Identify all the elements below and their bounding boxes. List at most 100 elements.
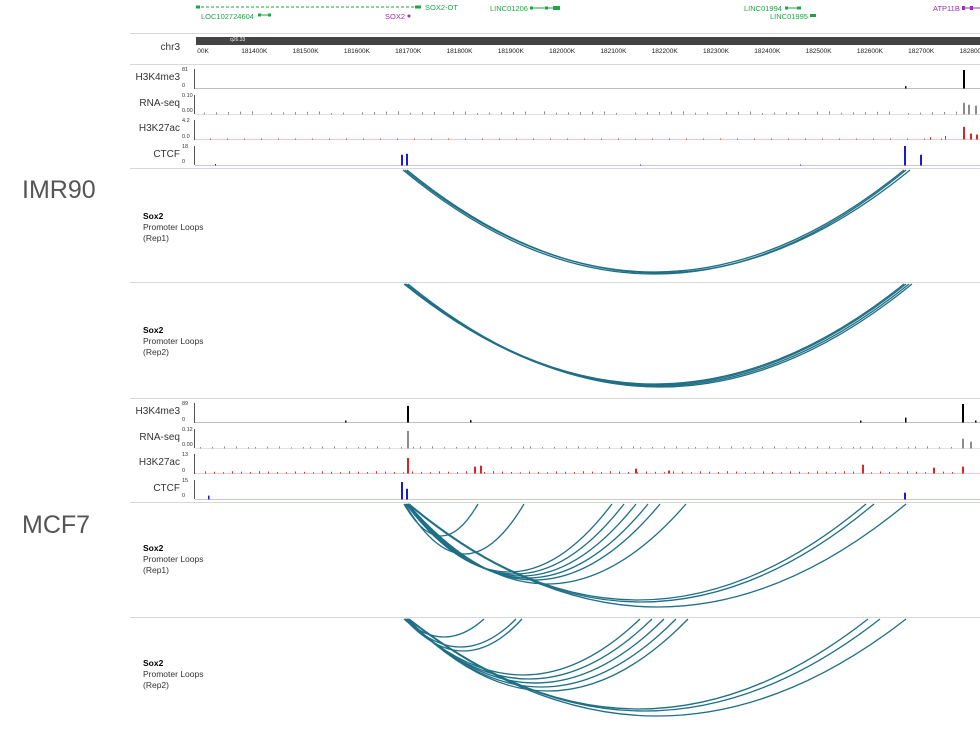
- signal-peak: [727, 471, 728, 474]
- signal-peak: [585, 446, 586, 448]
- signal-peak: [826, 471, 827, 474]
- loop-line2: (Rep1): [143, 565, 169, 575]
- signal-peak: [542, 446, 543, 448]
- signal-peak: [788, 138, 789, 140]
- signal-peak: [389, 446, 390, 448]
- signal-peak: [798, 446, 799, 448]
- signal-peak: [877, 111, 878, 114]
- signal-peak: [952, 472, 953, 474]
- signal-peak: [214, 471, 215, 474]
- track-scale-min: 0: [182, 159, 186, 165]
- signal-peak: [862, 464, 864, 474]
- signal-peak: [271, 112, 272, 114]
- loop-panel-label-mcf7-rep1: Sox2 Promoter Loops (Rep1): [143, 543, 203, 576]
- signal-peak: [945, 135, 946, 140]
- signal-peak: [556, 471, 557, 474]
- band-label: q26.33: [230, 37, 246, 43]
- signal-peak: [216, 111, 217, 114]
- signal-peak: [241, 471, 242, 474]
- signal-peak: [448, 471, 449, 474]
- signal-peak: [682, 471, 683, 474]
- gene-atp11b[interactable]: ATP11B: [933, 4, 960, 13]
- signal-peak: [736, 471, 737, 474]
- signal-h3k4me3: [195, 69, 980, 89]
- gene-linc01995[interactable]: LINC01995: [770, 12, 808, 21]
- divider: [130, 617, 980, 618]
- track-scale-max: 81: [182, 67, 189, 73]
- track-scale-min: 0.00: [182, 442, 193, 448]
- signal-peak: [277, 471, 278, 474]
- signal-peak: [477, 112, 478, 114]
- signal-peak: [839, 138, 840, 140]
- signal-peak: [781, 472, 782, 474]
- signal-peak: [363, 138, 364, 140]
- signal-peak: [457, 472, 458, 474]
- signal-peak: [583, 471, 584, 474]
- signal-peak: [205, 471, 206, 474]
- signal-peak: [533, 138, 534, 140]
- track-axis: [194, 69, 195, 89]
- signal-peak: [671, 111, 672, 114]
- signal-peak: [822, 138, 823, 140]
- signal-peak: [567, 138, 568, 140]
- gene-loc102724604[interactable]: LOC102724604: [201, 12, 254, 21]
- signal-peak: [771, 138, 772, 140]
- signal-peak: [414, 138, 415, 140]
- signal-peak: [511, 471, 512, 474]
- signal-peak: [358, 446, 359, 448]
- signal-peak: [322, 471, 323, 474]
- gene-linc01994[interactable]: LINC01994: [744, 4, 782, 13]
- signal-peak: [283, 111, 284, 114]
- signal-peak: [394, 471, 395, 474]
- signal-peak: [386, 111, 387, 114]
- ruler-tick-label: 182200K: [651, 48, 678, 55]
- signal-peak: [844, 471, 845, 474]
- signal-peak: [407, 457, 409, 474]
- signal-peak: [212, 446, 213, 448]
- signal-peak: [709, 471, 710, 474]
- signal-peak: [774, 112, 775, 114]
- loop-arc: [408, 618, 881, 712]
- signal-peak: [413, 446, 414, 448]
- signal-peak: [707, 446, 708, 448]
- gene-sox2-ot[interactable]: SOX2-OT: [425, 3, 458, 12]
- signal-peak: [380, 138, 381, 140]
- signal-peak: [731, 445, 732, 448]
- ruler-tick-label: 182600K: [856, 48, 883, 55]
- signal-peak: [703, 138, 704, 140]
- signal-peak: [637, 472, 638, 474]
- signal-peak: [248, 446, 249, 448]
- signal-peak: [962, 438, 964, 448]
- signal-peak: [853, 446, 854, 448]
- signal-peak: [547, 472, 548, 474]
- signal-peak: [963, 102, 965, 114]
- signal-peak: [927, 445, 928, 448]
- signal-peak: [465, 110, 466, 114]
- gene-glyphs: [196, 5, 980, 18]
- signal-peak: [502, 471, 503, 474]
- track-scale-max: 0.12: [182, 426, 193, 433]
- signal-peak: [349, 471, 350, 474]
- signal-peak: [456, 446, 457, 448]
- signal-peak: [295, 471, 296, 474]
- signal-peak: [319, 110, 320, 114]
- signal-peak: [754, 138, 755, 140]
- gene-linc01206[interactable]: LINC01206: [490, 4, 528, 13]
- signal-peak: [227, 138, 228, 140]
- loop-panel-label-imr90-rep2: Sox2 Promoter Loops (Rep2): [143, 325, 203, 358]
- track-label-rna-seq: RNA-seq: [139, 97, 180, 109]
- signal-peak: [334, 445, 335, 448]
- signal-peak: [871, 472, 872, 474]
- signal-peak: [432, 445, 433, 448]
- loop-line1: Promoter Loops: [143, 669, 204, 679]
- loop-line1: Promoter Loops: [143, 222, 204, 232]
- gene-sox2[interactable]: SOX2: [385, 12, 406, 21]
- signal-peak: [743, 446, 744, 448]
- signal-peak: [798, 111, 799, 114]
- loop-arc: [404, 618, 523, 652]
- signal-peak: [720, 138, 721, 140]
- signal-peak: [250, 472, 251, 474]
- signal-peak: [523, 446, 524, 448]
- signal-peak: [970, 441, 972, 448]
- track-label-ctcf: CTCF: [153, 482, 180, 494]
